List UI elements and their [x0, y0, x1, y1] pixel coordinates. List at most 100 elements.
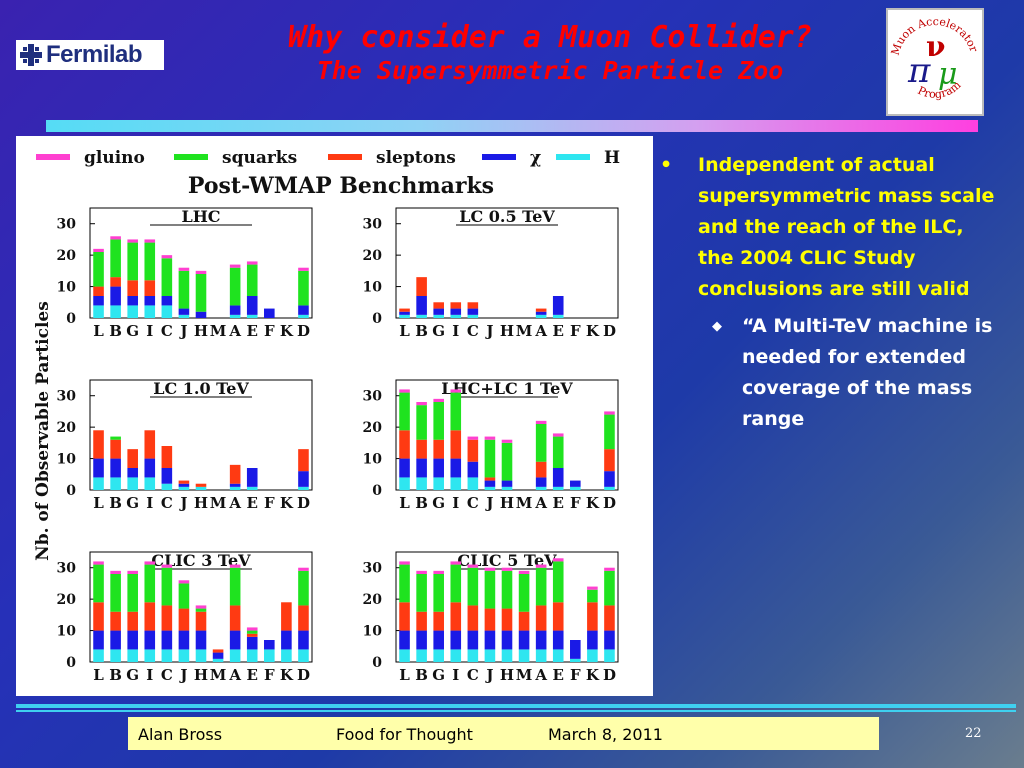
bar-segment [298, 314, 309, 318]
bar-segment [501, 442, 513, 481]
bar-segment [467, 461, 479, 478]
bar-segment [144, 477, 156, 490]
bar-segment [450, 477, 462, 490]
x-tick-label: M [210, 666, 227, 684]
bar-segment [161, 468, 173, 484]
legend-swatch [328, 154, 362, 160]
bar-segment [178, 480, 190, 484]
legend-label: squarks [222, 148, 297, 168]
bar-segment [484, 630, 496, 650]
bar-segment [110, 239, 121, 278]
x-tick-label: J [484, 666, 493, 684]
bar-segment [399, 477, 410, 490]
bar-segment [229, 564, 241, 568]
bar-segment [604, 486, 615, 490]
page-number: 22 [965, 726, 982, 741]
bar-segment [298, 567, 309, 571]
x-tick-label: M [516, 666, 533, 684]
x-tick-label: H [194, 322, 208, 340]
panel-title: LC 0.5 TeV [459, 207, 555, 226]
bar-segment [416, 649, 427, 662]
slide-title-block: Why consider a Muon Collider? The Supers… [200, 20, 900, 86]
bar-segment [399, 308, 410, 312]
x-tick-label: F [264, 666, 275, 684]
bar-segment [195, 483, 207, 487]
bar-segment [535, 461, 547, 478]
bar-segment [399, 564, 410, 603]
bar-segment [195, 608, 207, 612]
footer-bar: Alan Bross Food for Thought March 8, 201… [128, 717, 879, 750]
bar-segment [484, 567, 496, 571]
bar-segment [433, 477, 444, 490]
bar-segment [161, 649, 173, 662]
bar-segment [93, 248, 104, 252]
y-tick-label: 30 [57, 217, 77, 233]
bar-segment [281, 602, 292, 631]
bar-segment [552, 314, 564, 318]
bar-segment [93, 286, 104, 296]
footer-rule-thin [16, 710, 1016, 712]
x-tick-label: F [570, 494, 581, 512]
logo-mu-glyph: μ [938, 57, 958, 92]
bar-segment [144, 305, 156, 318]
bar-segment [399, 314, 410, 318]
x-tick-label: M [516, 494, 533, 512]
bar-segment [161, 305, 173, 318]
bar-segment [229, 605, 241, 631]
slide-title: Why consider a Muon Collider? [288, 20, 812, 55]
bar-segment [399, 430, 410, 459]
bar-segment [195, 611, 207, 631]
x-tick-label: B [109, 666, 122, 684]
legend-label: H [604, 148, 620, 168]
bullet-dot-icon: • [660, 154, 673, 176]
x-tick-label: L [93, 322, 104, 340]
bar-segment [246, 633, 258, 637]
bar-segment [110, 436, 121, 440]
bar-segment [195, 605, 207, 609]
y-tick-label: 10 [363, 452, 383, 468]
x-tick-label: E [553, 494, 564, 512]
bar-segment [161, 296, 173, 306]
bar-segment [229, 486, 241, 490]
bar-segment [246, 261, 258, 265]
bar-segment [399, 389, 410, 393]
bar-segment [518, 570, 530, 574]
bar-segment [93, 564, 104, 603]
bar-segment [484, 477, 496, 481]
legend-label: gluino [84, 148, 145, 168]
bullet-main: • Independent of actual supersymmetric m… [660, 150, 1000, 305]
logo-nu-glyph: ν [926, 30, 945, 63]
bullet-sub-text: “A Multi-TeV machine is needed for exten… [742, 315, 993, 430]
bar-segment [467, 302, 479, 309]
x-tick-label: H [500, 666, 514, 684]
bar-segment [110, 236, 121, 240]
bar-segment [587, 602, 598, 631]
bar-segment [144, 630, 156, 650]
title-rule [46, 120, 978, 132]
bar-segment [246, 636, 258, 650]
bar-segment [110, 277, 121, 287]
bar-segment [467, 314, 479, 318]
bar-segment [535, 311, 547, 315]
bar-segment [144, 280, 156, 296]
bar-segment [127, 242, 138, 281]
bar-segment [450, 649, 462, 662]
panel-title: LHC [181, 207, 220, 226]
x-tick-label: J [484, 322, 493, 340]
footer-topic: Food for Thought [336, 725, 473, 744]
figure-title: Post-WMAP Benchmarks [188, 173, 494, 199]
benchmark-chart-svg: gluino squarks sleptons χ H Post-WMAP Benchma… [33, 148, 620, 684]
bar-segment [535, 605, 547, 631]
bar-segment [416, 458, 427, 478]
bar-segment [518, 649, 530, 662]
x-tick-label: L [93, 494, 104, 512]
bar-segment [298, 570, 309, 606]
bar-segment [416, 314, 427, 318]
bar-segment [110, 570, 121, 574]
x-tick-label: D [603, 666, 616, 684]
bar-segment [127, 468, 138, 478]
x-tick-label: K [280, 666, 294, 684]
bar-segment [467, 605, 479, 631]
bar-segment [229, 314, 241, 318]
bar-segment [127, 611, 138, 631]
